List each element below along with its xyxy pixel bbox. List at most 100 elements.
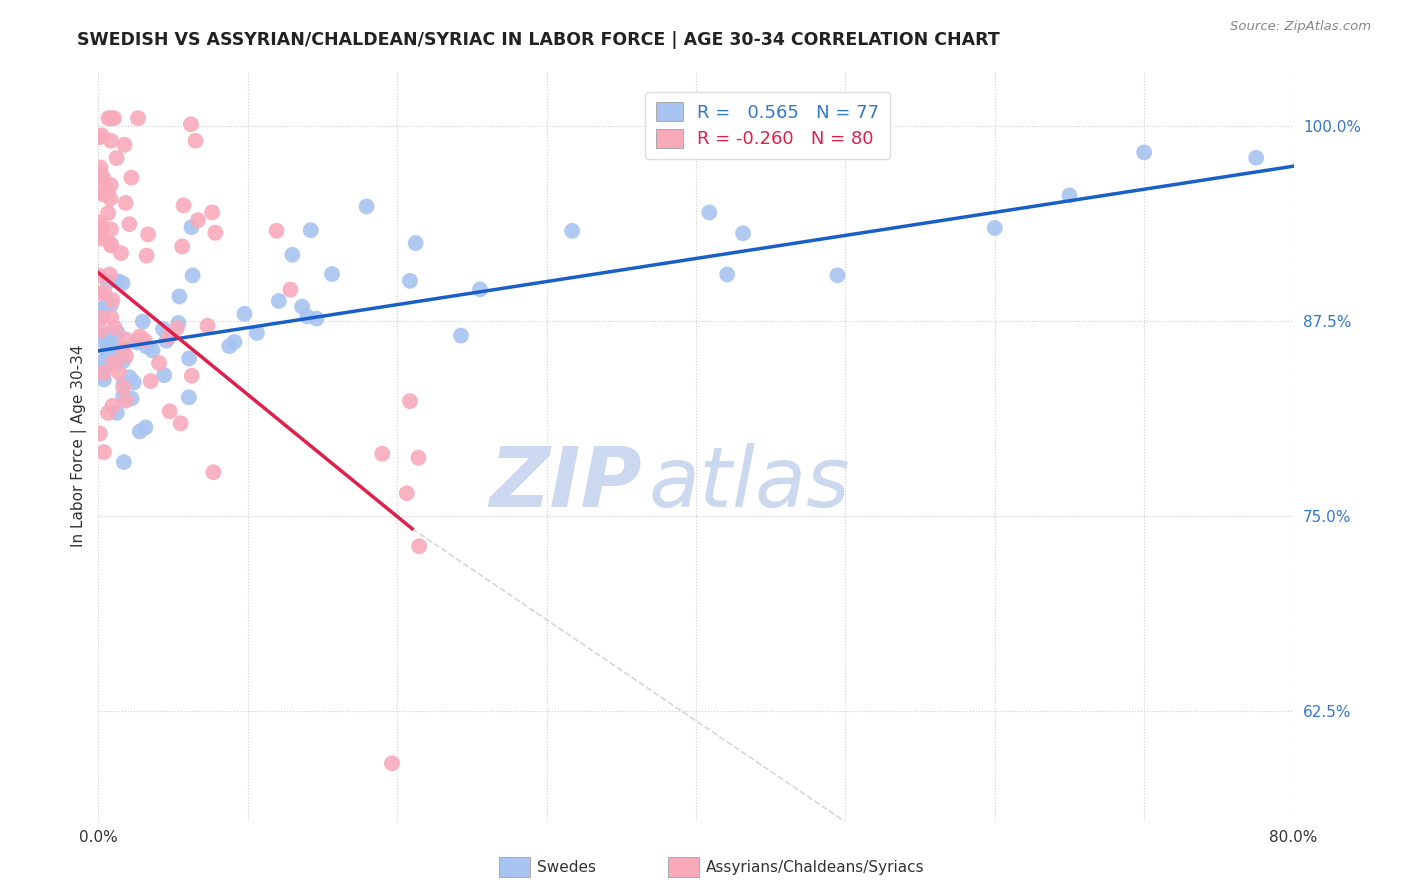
Point — [91, 223, 114, 237]
Point — [89, 172, 111, 186]
Point — [89, 268, 111, 283]
Point — [110, 246, 132, 260]
Point — [101, 399, 124, 413]
Point — [96, 343, 118, 358]
Point — [127, 111, 149, 125]
Point — [405, 235, 427, 250]
Point — [697, 205, 720, 219]
Point — [89, 305, 111, 319]
Point — [184, 134, 207, 148]
Point — [224, 334, 246, 349]
Y-axis label: In Labor Force | Age 30-34: In Labor Force | Age 30-34 — [72, 344, 87, 548]
Point — [105, 151, 128, 165]
Point — [395, 486, 418, 500]
Point — [321, 267, 343, 281]
Point — [89, 286, 111, 301]
Point — [167, 316, 190, 330]
Point — [93, 367, 115, 381]
Point — [103, 355, 125, 369]
Point — [114, 332, 136, 346]
Point — [177, 351, 200, 366]
Point — [114, 137, 136, 152]
Point — [204, 226, 226, 240]
Point — [159, 404, 181, 418]
Point — [408, 450, 430, 465]
Point — [112, 389, 135, 403]
Point — [107, 326, 129, 340]
Point — [89, 332, 111, 346]
Point — [731, 227, 754, 241]
Point — [201, 205, 224, 219]
Point — [984, 221, 1007, 235]
Point — [166, 321, 188, 335]
Point — [100, 356, 122, 370]
Point — [91, 170, 114, 185]
Text: Source: ZipAtlas.com: Source: ZipAtlas.com — [1230, 20, 1371, 33]
Point — [107, 274, 129, 288]
Point — [169, 289, 191, 303]
Point — [90, 128, 112, 143]
Text: atlas: atlas — [648, 443, 849, 524]
Point — [267, 293, 290, 308]
Point — [97, 340, 120, 354]
Point — [1059, 188, 1081, 202]
Point — [135, 248, 157, 262]
Point — [114, 195, 136, 210]
Point — [111, 354, 134, 368]
Point — [103, 111, 125, 125]
Point — [90, 231, 112, 245]
Point — [107, 365, 129, 379]
Point — [103, 344, 125, 359]
Point — [281, 248, 304, 262]
Point — [118, 217, 141, 231]
Point — [93, 445, 115, 459]
Point — [155, 334, 177, 348]
Point — [97, 339, 120, 353]
Point — [128, 425, 150, 439]
Legend: R =   0.565   N = 77, R = -0.260   N = 80: R = 0.565 N = 77, R = -0.260 N = 80 — [645, 92, 890, 159]
Point — [97, 206, 120, 220]
Point — [101, 293, 124, 307]
Point — [134, 333, 156, 347]
Point — [468, 282, 491, 296]
Point — [97, 111, 120, 125]
Point — [89, 228, 111, 243]
Point — [93, 366, 115, 380]
Point — [89, 161, 111, 175]
Point — [90, 302, 112, 317]
Point — [141, 343, 163, 358]
Point — [716, 268, 738, 282]
Point — [356, 199, 378, 213]
Point — [100, 111, 122, 125]
Point — [1244, 151, 1267, 165]
Point — [132, 315, 155, 329]
Point — [305, 311, 328, 326]
Point — [100, 237, 122, 252]
Point — [93, 328, 115, 343]
Point — [291, 300, 314, 314]
Point — [381, 756, 404, 771]
Text: Swedes: Swedes — [537, 860, 596, 874]
Point — [94, 300, 117, 314]
Point — [100, 238, 122, 252]
Point — [399, 274, 422, 288]
Point — [111, 277, 134, 291]
Point — [371, 447, 394, 461]
Point — [114, 393, 136, 408]
Point — [157, 330, 180, 344]
Point — [173, 198, 195, 212]
Point — [180, 220, 202, 235]
Point — [266, 224, 288, 238]
Point — [100, 134, 122, 148]
Point — [97, 406, 120, 420]
Point — [299, 223, 322, 237]
Point — [100, 298, 122, 312]
Text: Assyrians/Chaldeans/Syriacs: Assyrians/Chaldeans/Syriacs — [706, 860, 924, 874]
Point — [450, 328, 472, 343]
Point — [100, 222, 122, 236]
Point — [115, 349, 138, 363]
Point — [125, 335, 148, 350]
Point — [89, 368, 111, 382]
Point — [112, 342, 135, 356]
Point — [89, 219, 111, 234]
